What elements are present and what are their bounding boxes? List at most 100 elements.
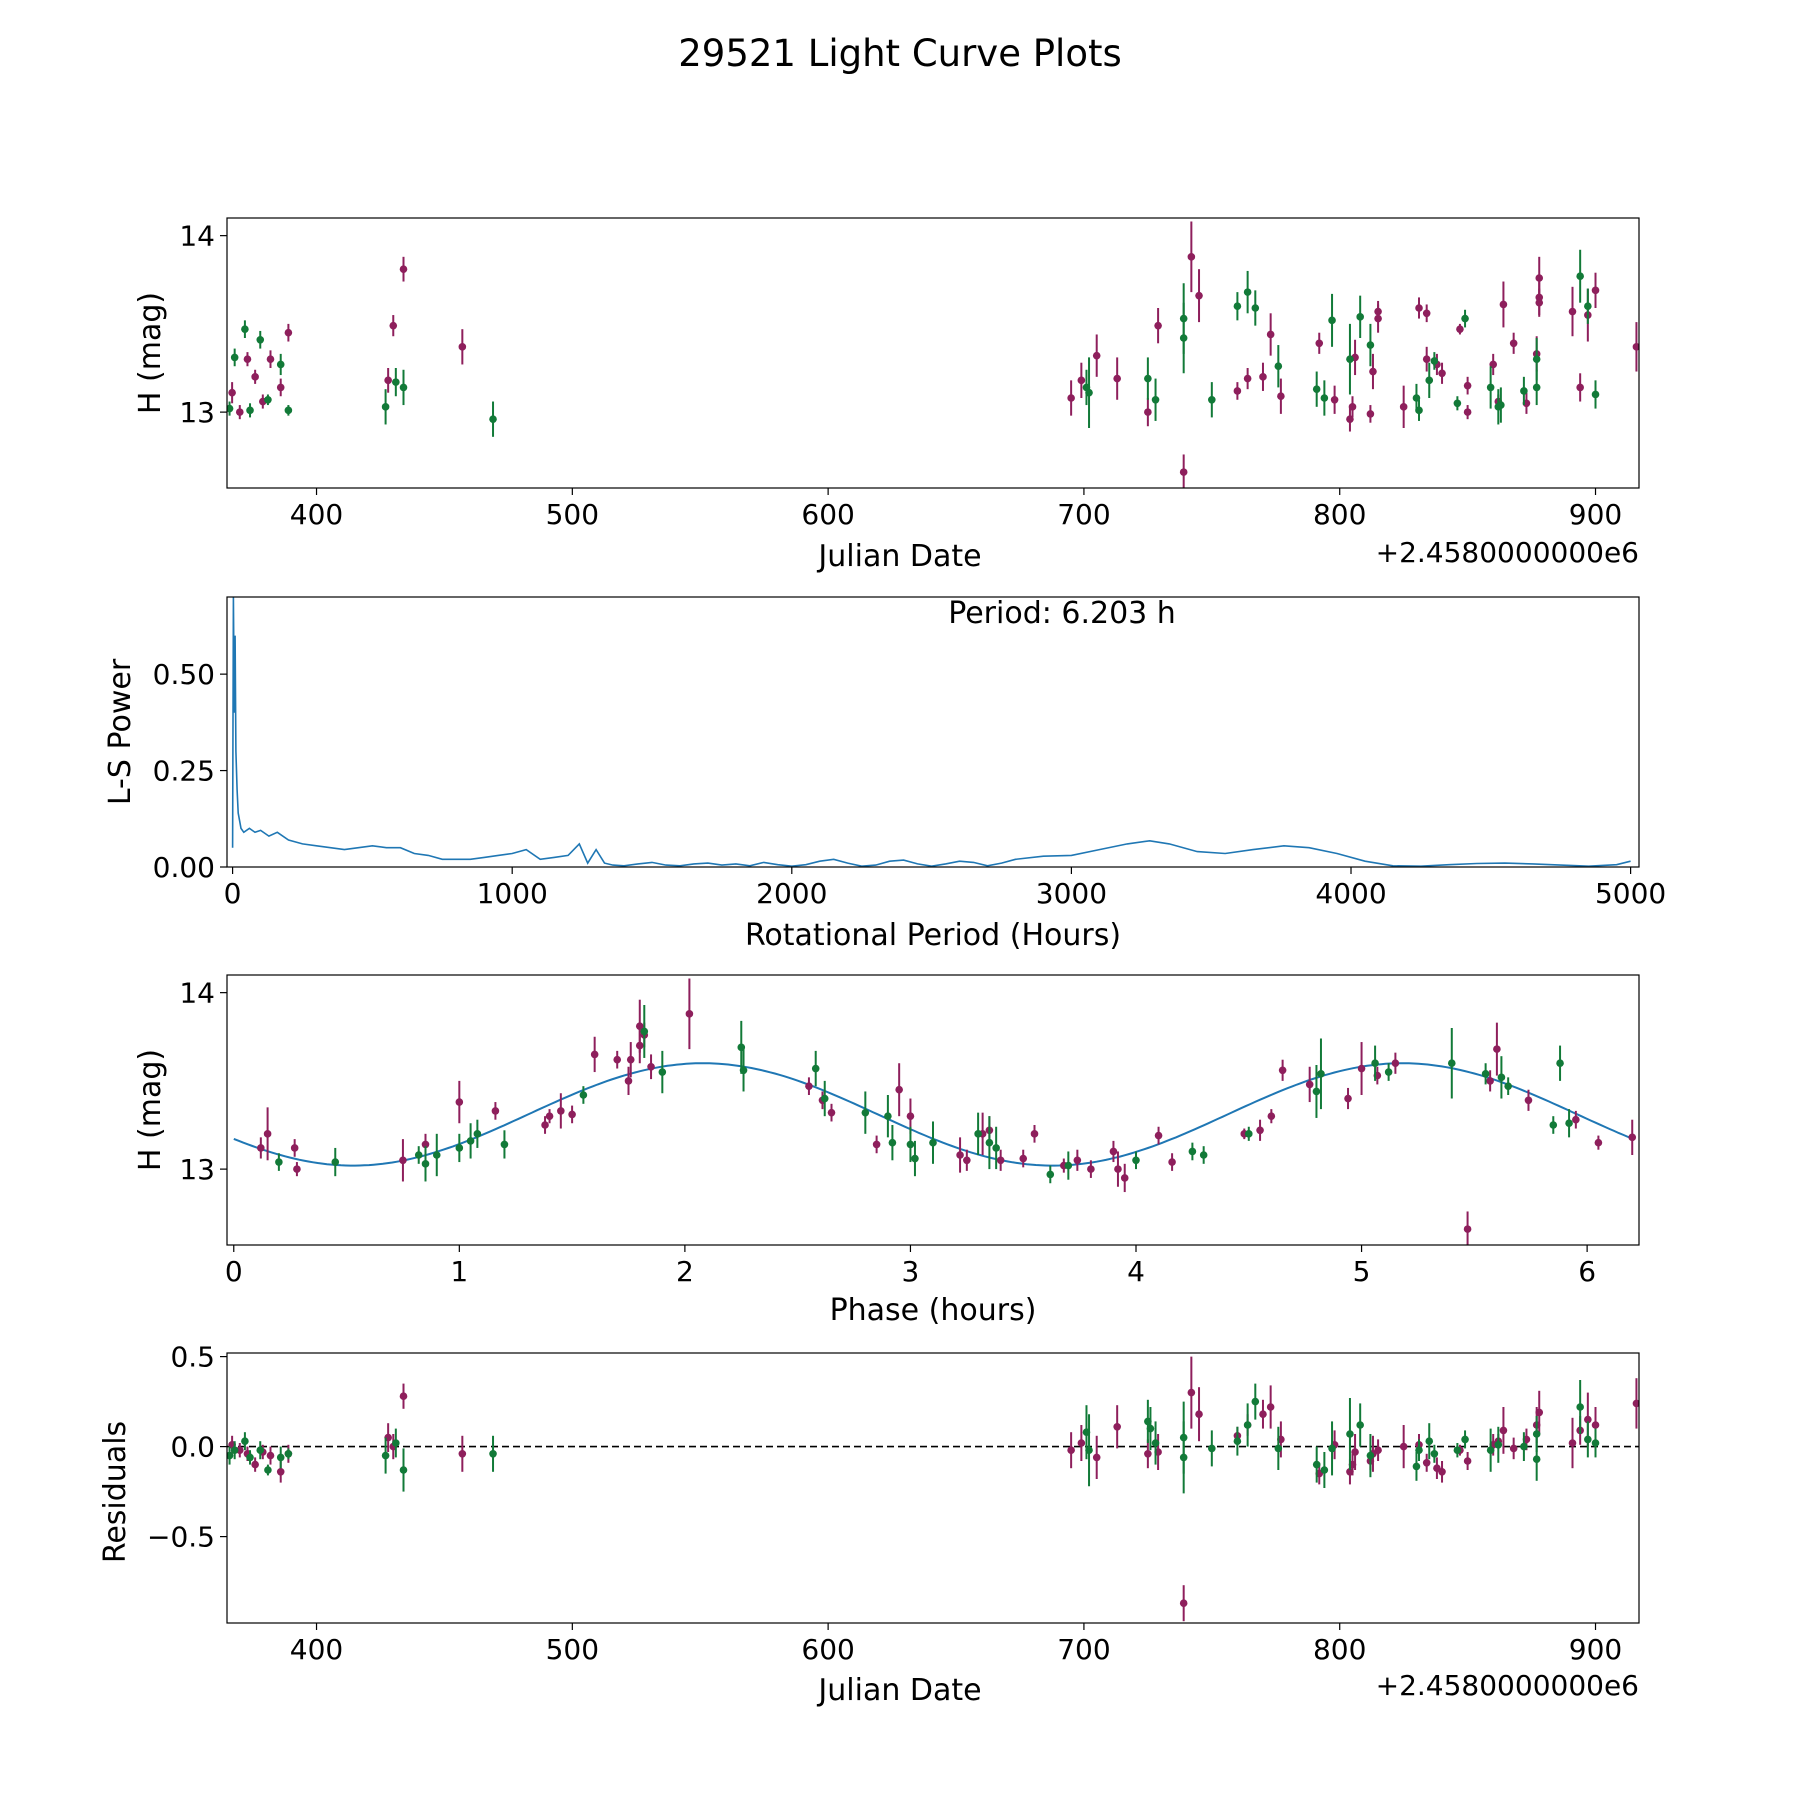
data-point: [276, 1453, 285, 1462]
data-point: [1046, 1170, 1055, 1179]
data-point: [1077, 1439, 1086, 1447]
x-tick-label: 2000: [756, 877, 827, 910]
x-tick-label: 500: [546, 1633, 599, 1666]
x-tick-label: 1000: [477, 877, 548, 910]
data-point: [1346, 1430, 1354, 1438]
data-point: [1208, 1444, 1216, 1453]
periodogram-xlabel: Rotational Period (Hours): [745, 918, 1121, 953]
data-point: [1591, 1421, 1600, 1429]
data-point: [1594, 1138, 1603, 1147]
data-point: [1315, 339, 1324, 348]
plot-area: [231, 597, 1631, 867]
data-point: [1430, 357, 1439, 365]
data-point: [1344, 1094, 1352, 1103]
data-point: [257, 1144, 265, 1152]
data-point: [1312, 1087, 1321, 1096]
data-point: [1532, 1455, 1541, 1463]
data-point: [1154, 321, 1162, 330]
data-point: [1195, 1410, 1203, 1418]
plot-area: [227, 221, 1639, 488]
data-point: [1144, 408, 1152, 416]
data-point: [1277, 392, 1285, 401]
data-point: [1077, 376, 1086, 385]
data-point: [1168, 1158, 1176, 1166]
data-point: [1109, 1147, 1118, 1156]
data-point: [421, 1160, 430, 1168]
data-point: [331, 1158, 340, 1166]
data-point: [827, 1108, 836, 1117]
data-point: [1584, 302, 1592, 311]
data-point: [1274, 362, 1283, 371]
y-tick-label: 13: [179, 396, 215, 429]
data-point: [432, 1151, 441, 1159]
data-point: [489, 415, 497, 423]
data-point: [458, 1450, 467, 1458]
data-point: [635, 1041, 644, 1050]
data-point: [805, 1082, 813, 1090]
data-point: [1422, 309, 1431, 318]
data-point: [1497, 1073, 1506, 1082]
data-point: [1179, 1599, 1188, 1607]
x-tick-label: 0: [224, 877, 242, 910]
data-point: [1430, 1450, 1439, 1458]
data-point: [906, 1140, 915, 1149]
data-point: [1486, 383, 1495, 392]
data-point: [1132, 1156, 1140, 1165]
data-point: [685, 1010, 694, 1018]
data-point: [872, 1140, 881, 1149]
data-point: [1532, 1430, 1541, 1438]
data-point: [381, 1451, 390, 1460]
data-point: [489, 1450, 497, 1458]
data-point: [381, 403, 390, 411]
data-point: [1532, 355, 1541, 363]
data-point: [1565, 1119, 1573, 1128]
data-point: [1067, 1446, 1075, 1454]
data-point: [929, 1138, 937, 1147]
x-tick-label: 5: [1353, 1255, 1371, 1288]
x-tick-label: 3: [902, 1255, 920, 1288]
data-point: [1463, 408, 1472, 416]
data-point: [241, 325, 249, 333]
y-tick-label: 14: [179, 977, 215, 1010]
data-point: [1064, 1161, 1073, 1170]
data-point: [455, 1144, 464, 1152]
data-point: [1576, 383, 1584, 392]
data-point: [251, 1460, 259, 1469]
data-point: [635, 1022, 644, 1030]
data-point: [1251, 304, 1260, 312]
x-tick-label: 1: [450, 1255, 468, 1288]
x-tick-label: 500: [546, 498, 599, 531]
data-point: [1114, 1165, 1122, 1173]
data-point: [1486, 1446, 1495, 1454]
data-point: [590, 1050, 599, 1059]
data-point: [1266, 1403, 1275, 1411]
data-point: [545, 1112, 554, 1120]
data-point: [1422, 355, 1431, 363]
data-point: [1384, 1068, 1393, 1076]
x-tick-label: 600: [801, 1633, 854, 1666]
data-point: [1453, 399, 1462, 408]
data-point: [421, 1140, 430, 1149]
period-annotation: Period: 6.203 h: [948, 596, 1176, 631]
data-point: [399, 383, 408, 392]
data-point: [264, 1466, 272, 1474]
x-tick-label: 2: [676, 1255, 694, 1288]
data-point: [293, 1165, 301, 1173]
data-point: [1085, 1446, 1093, 1454]
data-point: [276, 1468, 285, 1476]
data-point: [491, 1107, 500, 1115]
data-point: [1481, 1070, 1490, 1078]
data-point: [1179, 334, 1188, 342]
x-tick-label: 3000: [1036, 877, 1107, 910]
data-point: [568, 1110, 576, 1119]
data-point: [1532, 383, 1541, 392]
data-point: [1073, 1156, 1082, 1165]
data-point: [235, 408, 244, 416]
data-point: [1463, 1457, 1472, 1465]
data-point: [399, 1466, 408, 1474]
data-point: [1195, 291, 1203, 300]
y-tick-label: 0.00: [153, 851, 215, 884]
data-point: [1151, 1439, 1160, 1447]
data-point: [1549, 1121, 1558, 1129]
data-point: [1632, 1399, 1639, 1408]
